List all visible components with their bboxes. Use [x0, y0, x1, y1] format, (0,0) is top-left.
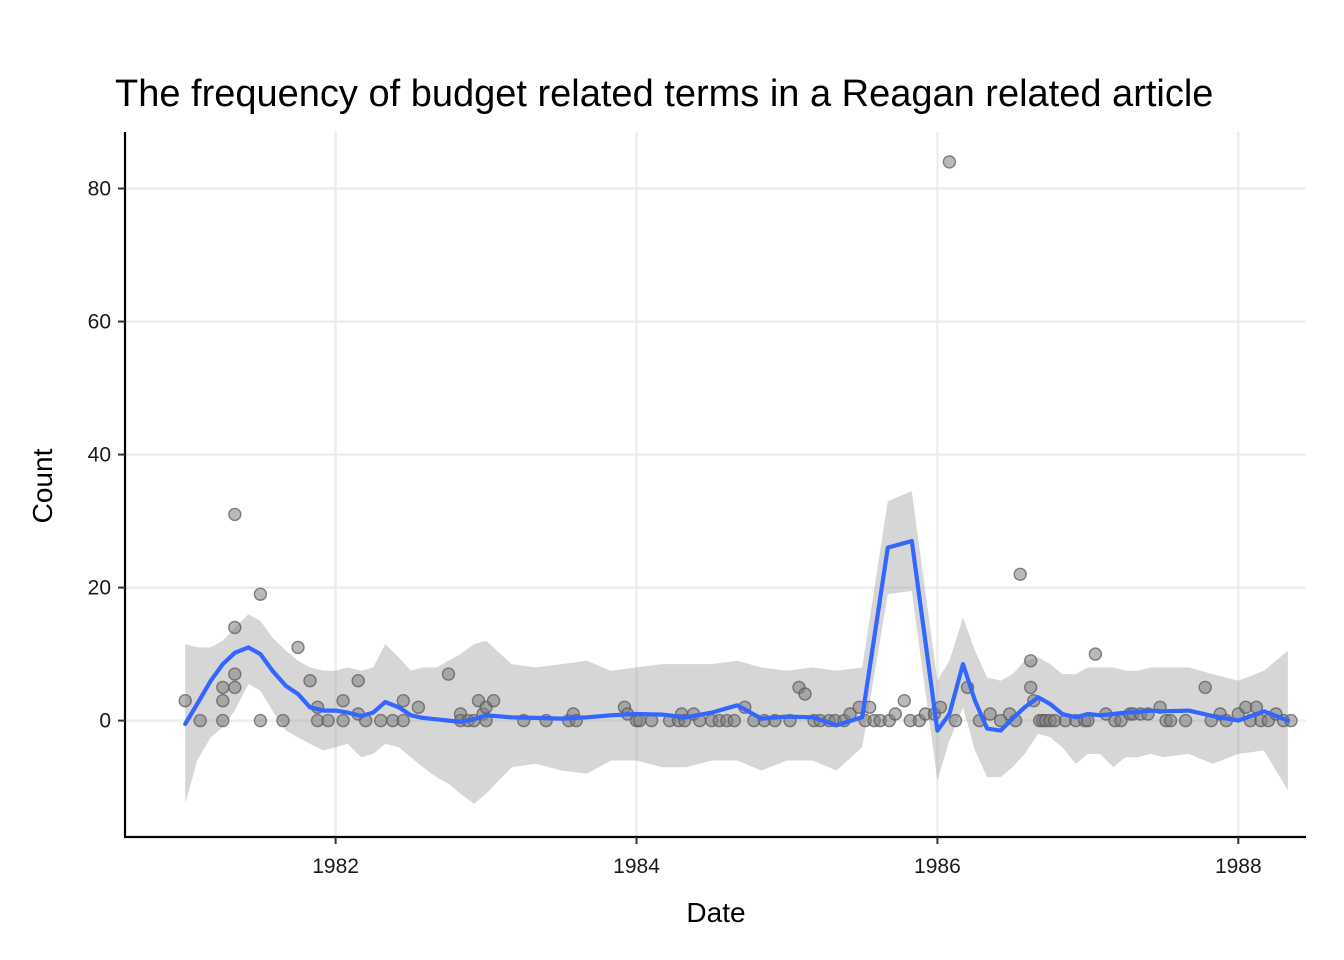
x-tick-label: 1982 — [312, 855, 359, 878]
confidence-band — [185, 491, 1288, 804]
data-point — [216, 694, 230, 708]
data-point — [253, 587, 268, 601]
data-point — [1178, 713, 1193, 728]
data-point — [228, 507, 242, 522]
data-point — [1013, 567, 1027, 581]
data-point — [253, 713, 268, 728]
data-point — [228, 620, 242, 635]
data-point — [888, 707, 902, 721]
data-point — [228, 680, 242, 695]
y-axis-title: Count — [27, 448, 58, 523]
confidence-band-area — [185, 491, 1288, 804]
x-tick-label: 1984 — [613, 855, 660, 878]
gridlines — [125, 132, 1306, 837]
axis-ticks: 0 20 40 60 80 1982 1984 1986 1988 — [88, 178, 1262, 878]
data-point — [1088, 647, 1103, 661]
data-point — [983, 707, 997, 721]
data-point — [276, 713, 290, 728]
chart-title: The frequency of budget related terms in… — [115, 73, 1213, 115]
scatter-points — [178, 155, 1298, 728]
x-axis-title: Date — [686, 897, 745, 928]
x-tick-label: 1988 — [1215, 855, 1262, 878]
data-point — [336, 694, 350, 708]
data-point — [351, 674, 365, 688]
data-point — [948, 713, 963, 728]
x-tick-label: 1986 — [914, 855, 961, 878]
y-tick-label: 60 — [88, 311, 111, 334]
data-point — [411, 700, 426, 714]
data-point — [321, 713, 335, 728]
data-point — [396, 713, 410, 728]
data-point — [897, 694, 911, 708]
y-tick-label: 20 — [88, 577, 111, 600]
y-tick-label: 0 — [99, 710, 111, 733]
data-point — [216, 680, 230, 695]
data-point — [336, 713, 350, 728]
y-tick-label: 80 — [88, 178, 111, 201]
data-point — [1023, 680, 1038, 695]
data-point — [193, 713, 207, 728]
data-point — [993, 713, 1008, 728]
data-point — [942, 155, 957, 169]
data-point — [228, 667, 242, 681]
data-point — [1163, 713, 1178, 728]
data-point — [798, 687, 812, 701]
data-point — [632, 713, 647, 728]
data-point — [1198, 680, 1212, 695]
data-point — [396, 694, 410, 708]
data-point — [441, 667, 456, 681]
data-point — [303, 674, 317, 688]
smooth-line — [183, 538, 1290, 733]
data-point — [216, 713, 230, 728]
data-point — [486, 694, 501, 708]
data-point — [374, 713, 388, 728]
y-tick-label: 40 — [88, 444, 111, 467]
smooth-line-group — [183, 538, 1290, 733]
data-point — [291, 640, 305, 655]
data-point — [727, 713, 741, 728]
data-point — [178, 694, 192, 708]
data-point — [1023, 654, 1038, 668]
